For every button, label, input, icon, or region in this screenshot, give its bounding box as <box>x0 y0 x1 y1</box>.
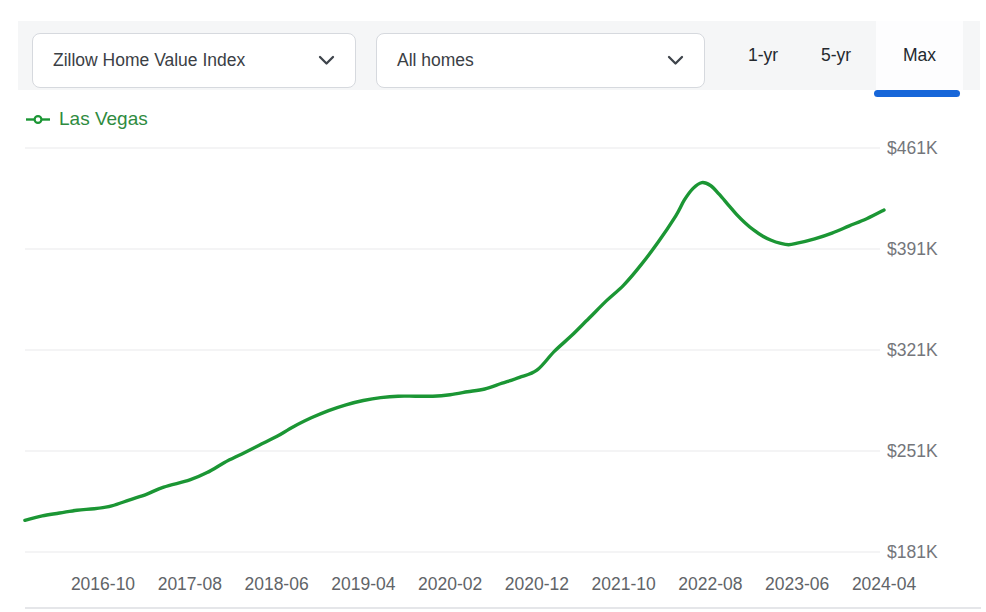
x-axis-tick-label: 2020-12 <box>505 574 569 594</box>
x-axis-tick-label: 2023-06 <box>765 574 829 594</box>
y-axis-tick-label: $321K <box>887 340 938 360</box>
x-axis-tick-label: 2024-04 <box>852 574 916 594</box>
card-bottom-divider <box>25 607 981 609</box>
x-axis-tick-label: 2017-08 <box>158 574 222 594</box>
x-axis-tick-label: 2020-02 <box>418 574 482 594</box>
y-axis-tick-label: $181K <box>887 542 938 562</box>
x-axis-tick-label: 2016-10 <box>71 574 135 594</box>
x-axis-tick-label: 2019-04 <box>331 574 395 594</box>
x-axis-tick-label: 2022-08 <box>678 574 742 594</box>
y-axis-tick-label: $391K <box>887 239 938 259</box>
line-chart-plot: $461K $391K $321K $251K $181K 2016-10 2017-08 2… <box>0 0 986 612</box>
zhvi-chart-card: Zillow Home Value Index All homes 1-yr 5… <box>0 0 986 612</box>
series-line-las-vegas[interactable] <box>25 183 884 521</box>
x-axis-tick-label: 2021-10 <box>592 574 656 594</box>
y-axis-tick-label: $251K <box>887 441 938 461</box>
x-axis-tick-label: 2018-06 <box>244 574 308 594</box>
y-axis-tick-label: $461K <box>887 138 938 158</box>
